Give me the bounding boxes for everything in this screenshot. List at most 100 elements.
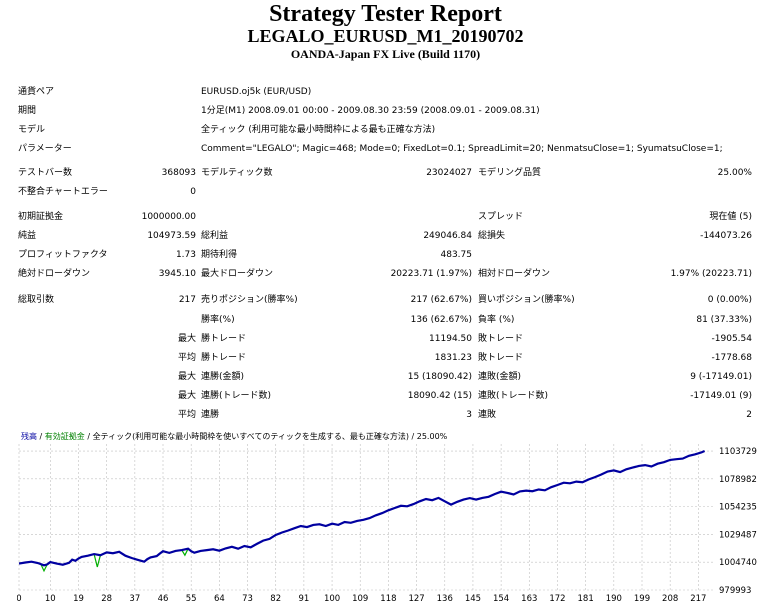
symbol-value: EURUSD.oj5k (EUR/USD) [201,87,312,97]
x-tick-label: 10 [45,594,56,604]
rel-dd-value: 1.97% (20223.71) [670,269,752,279]
long-value: 0 (0.00%) [707,295,752,305]
bars-label: テストバー数 [18,168,73,178]
x-tick-label: 154 [493,594,509,604]
x-tick-label: 73 [242,594,253,604]
avg-win-value: 1831.23 [434,353,472,363]
pf-label: プロフィットファクタ [18,250,108,260]
largest-win-value: 11194.50 [429,334,472,344]
average-prefix: 平均 [177,353,196,363]
equity-dip [181,548,189,557]
y-tick-label: 1054235 [719,503,757,513]
spread-label: スプレッド [478,212,524,222]
expected-value: 483.75 [440,250,473,260]
quality-value: 25.00% [717,168,752,178]
cw-money-value: 15 (18090.42) [407,372,472,382]
quality-label: モデリング品質 [478,168,542,178]
abs-dd-value: 3945.10 [158,269,196,279]
x-tick-label: 145 [465,594,481,604]
symbol-label: 通貨ペア [18,87,55,97]
legend-note: 全ティック(利用可能な最小時間枠を使いすべてのティックを生成する、最も正確な方法… [93,431,409,441]
avg-loss-value: -1778.68 [711,353,752,363]
gross-loss-label: 総損失 [478,231,506,241]
deposit-value: 1000000.00 [141,212,196,222]
cl-money-value: 9 (-17149.01) [690,372,752,382]
expected-label: 期待利得 [201,250,238,260]
x-tick-label: 109 [352,594,368,604]
max-consec-trades-prefix: 最大 [177,391,196,401]
equity-dip [93,553,101,568]
x-tick-label: 217 [690,594,706,604]
y-tick-label: 1004740 [719,558,757,568]
ticks-label: モデルティック数 [201,168,273,178]
avg-cl-label: 連敗 [478,410,497,420]
x-tick-label: 55 [186,594,197,604]
y-tick-label: 1078982 [719,475,757,485]
params-value: Comment="LEGALO"; Magic=468; Mode=0; Fix… [201,144,723,154]
short-label: 売りポジション(勝率%) [201,295,298,305]
cl-money-label: 連敗(金額) [478,372,522,382]
largest-win-label: 勝トレード [201,334,247,344]
avg-cw-label: 連勝 [201,410,220,420]
legend-balance: 残高 [21,431,37,441]
report-subtitle: LEGALO_EURUSD_M1_20190702 [247,26,524,46]
y-tick-label: 979993 [719,586,751,596]
x-tick-label: 181 [578,594,594,604]
legend-equity: 有効証拠金 [45,431,85,441]
params-label: パラメーター [18,144,72,154]
short-value: 217 (62.67%) [410,295,472,305]
deposit-label: 初期証拠金 [18,212,64,222]
gross-profit-label: 総利益 [201,231,229,241]
avg-loss-label: 敗トレード [478,353,524,363]
errors-label: 不整合チャートエラー [18,187,108,197]
x-tick-label: 136 [437,594,453,604]
legend-sep-1: / [37,432,45,441]
abs-dd-label: 絶対ドローダウン [18,269,91,279]
x-tick-label: 199 [634,594,650,604]
ticks-value: 23024027 [426,168,472,178]
avg-cw-value: 3 [466,410,472,420]
x-tick-label: 208 [662,594,678,604]
x-tick-label: 172 [549,594,565,604]
x-tick-label: 118 [380,594,396,604]
win-label: 勝率(%) [201,315,235,325]
x-tick-label: 163 [521,594,537,604]
x-tick-label: 91 [298,594,309,604]
x-axis-labels: 0 10 19 28 37 46 55 64 73 82 91 100 109 118 127 136 145 1… [17,594,706,604]
period-label: 期間 [18,106,37,116]
x-tick-label: 127 [408,594,424,604]
cw-trades-label: 連勝(トレード数) [201,391,272,401]
legend-sep-3: / [409,432,417,441]
x-tick-label: 82 [270,594,281,604]
avg-win-label: 勝トレード [201,353,247,363]
rel-dd-label: 相対ドローダウン [478,269,551,279]
legend-sep-2: / [85,432,93,441]
chart-grid [18,444,714,591]
x-tick-label: 190 [606,594,622,604]
balance-chart: 残高 / 有効証拠金 / 全ティック(利用可能な最小時間枠を使いすべてのティック… [17,430,758,605]
x-tick-label: 64 [214,594,225,604]
avg-cl-value: 2 [746,410,752,420]
errors-value: 0 [190,187,196,197]
trades-label: 総取引数 [18,295,55,305]
max-dd-value: 20223.71 (1.97%) [390,269,472,279]
y-tick-label: 1103729 [719,447,757,457]
max-dd-label: 最大ドローダウン [201,269,274,279]
y-tick-label: 1029487 [719,530,757,540]
model-value: 全ティック (利用可能な最小時間枠による最も正確な方法) [201,125,436,135]
x-tick-label: 46 [158,594,169,604]
gross-profit-value: 249046.84 [423,231,472,241]
avg-consec-prefix: 平均 [177,410,196,420]
equity-series [40,548,189,573]
legend-quality: 25.00% [417,432,448,441]
win-value: 136 (62.67%) [410,315,472,325]
x-tick-label: 19 [73,594,84,604]
y-axis-labels: 1103729 1078982 1054235 1029487 1004740 97999… [719,447,757,596]
x-tick-label: 100 [324,594,340,604]
loss-value: 81 (37.33%) [696,315,752,325]
broker-name: OANDA-Japan FX Live (Build 1170) [290,47,481,61]
equity-dip [40,563,48,573]
period-value: 1分足(M1) 2008.09.01 00:00 - 2009.08.30 23… [201,106,540,116]
gross-loss-value: -144073.26 [700,231,752,241]
spread-value: 現在値 (5) [709,212,752,222]
